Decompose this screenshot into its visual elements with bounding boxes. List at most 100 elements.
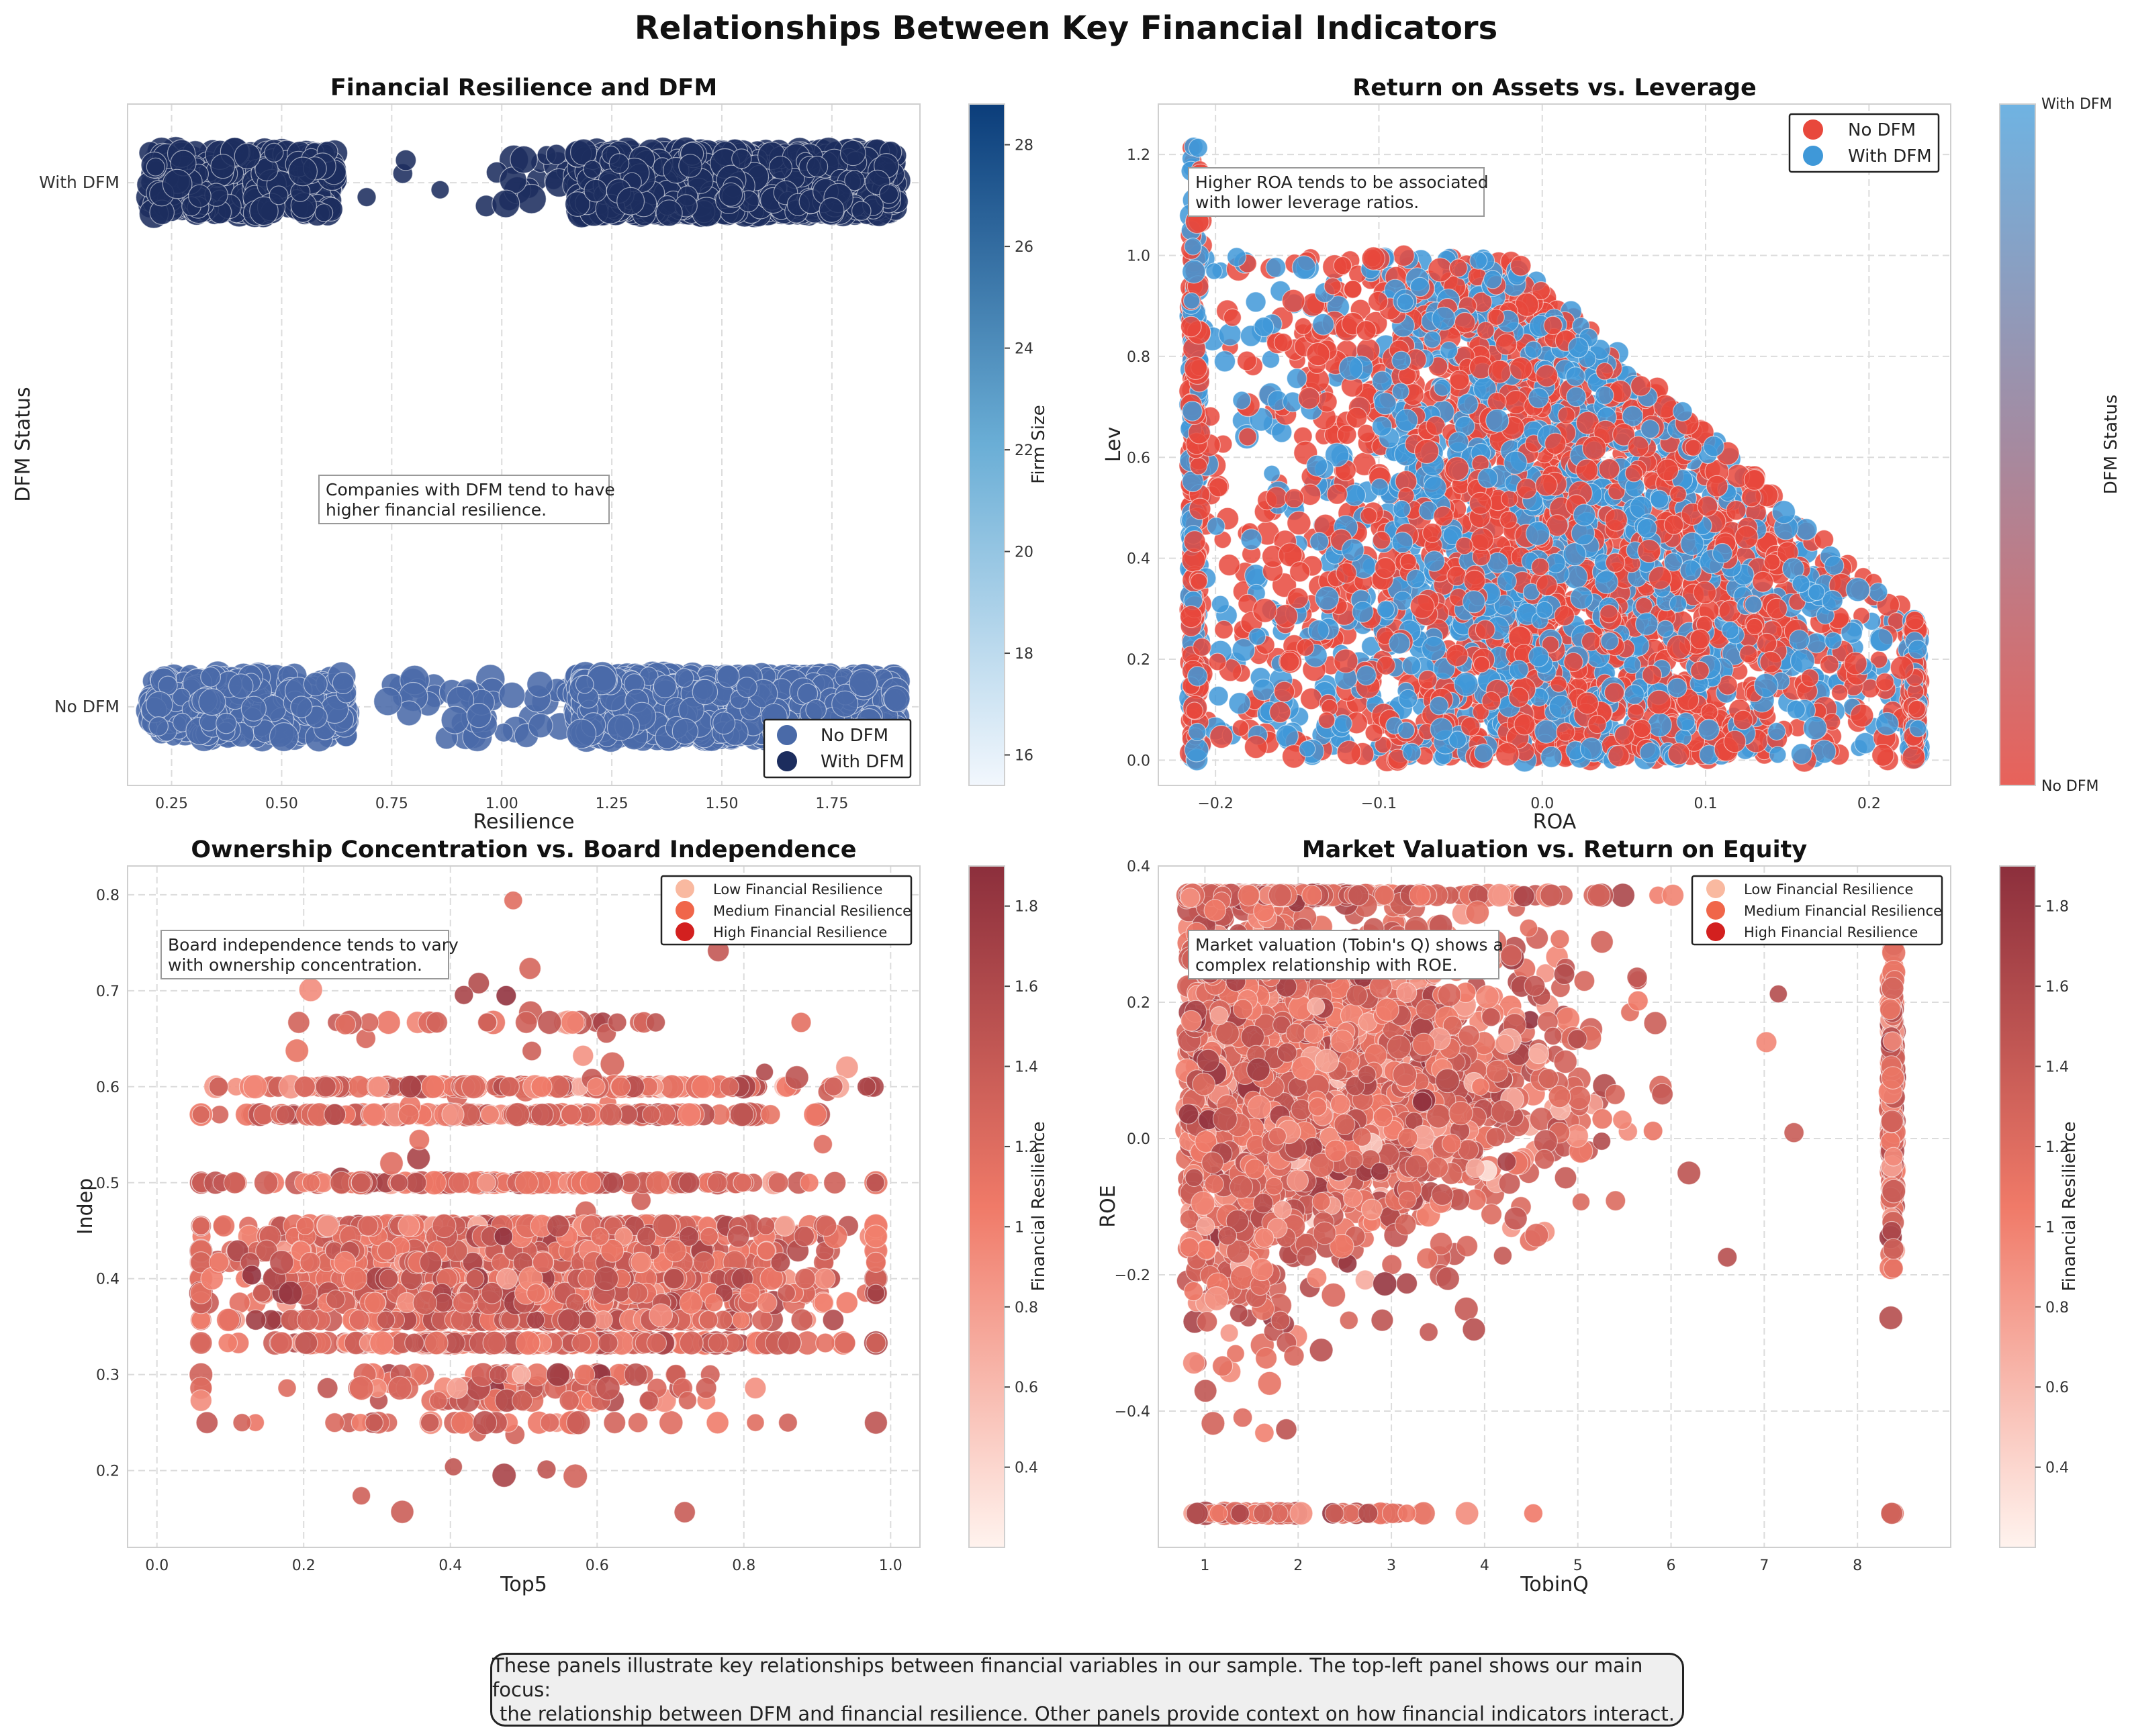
- point-with-dfm: [288, 156, 318, 187]
- legend-label-with-dfm: With DFM: [821, 752, 905, 772]
- point-no-dfm: [146, 691, 173, 718]
- point-no-dfm: [736, 676, 757, 698]
- x-tick-label: 1.25: [596, 795, 629, 812]
- annotation-line-1: Companies with DFM tend to have: [326, 480, 615, 499]
- legend: No DFM With DFM: [763, 718, 912, 779]
- plot-frame: [127, 103, 921, 786]
- y-tick-labels: No DFM With DFM: [39, 173, 120, 716]
- point-no-dfm: [674, 668, 694, 688]
- annotation-box: Companies with DFM tend to have higher f…: [318, 475, 615, 524]
- point-no-dfm: [269, 722, 299, 752]
- colorbar-tick-label: 28: [1015, 138, 1033, 154]
- point-with-dfm: [819, 197, 845, 223]
- point-no-dfm: [653, 674, 677, 699]
- point-no-dfm: [396, 700, 422, 726]
- point-with-dfm: [678, 154, 702, 178]
- colorbar-tick-label: 20: [1015, 544, 1033, 561]
- point-with-dfm: [1270, 422, 1293, 443]
- point-with-dfm: [806, 156, 829, 178]
- point-no-dfm: [528, 713, 553, 738]
- point-no-dfm: [1393, 244, 1415, 267]
- point-no-dfm: [466, 702, 492, 728]
- point-no-dfm: [526, 671, 553, 698]
- point-with-dfm: [492, 189, 520, 218]
- panel-top-left: Financial Resilience and DFM 0.25 0.50 0.7…: [11, 75, 1049, 834]
- point-no-dfm: [1218, 554, 1241, 577]
- x-tick-label: 0.75: [375, 795, 408, 812]
- scatter-points: [1178, 136, 1931, 773]
- point-with-dfm: [768, 155, 793, 180]
- point-no-dfm: [566, 718, 597, 749]
- point-no-dfm: [716, 665, 740, 688]
- point-with-dfm: [545, 144, 567, 165]
- point-no-dfm: [498, 681, 526, 709]
- point-with-dfm: [616, 187, 645, 215]
- colorbar-tick-label: 22: [1015, 442, 1033, 459]
- point-no-dfm: [606, 714, 634, 741]
- x-tick-label: 1.75: [815, 795, 848, 812]
- point-with-dfm: [583, 160, 602, 179]
- x-tick-label: 1.00: [485, 795, 518, 812]
- x-tick-label: 0.25: [155, 795, 188, 812]
- point-no-dfm: [671, 718, 699, 745]
- point-with-dfm: [188, 184, 212, 208]
- point-with-dfm: [249, 196, 279, 226]
- point-with-dfm: [851, 201, 872, 221]
- point-with-dfm: [146, 157, 165, 177]
- x-tick-label: 1.50: [706, 795, 739, 812]
- scatter-points: [135, 136, 911, 753]
- point-no-dfm: [148, 716, 169, 736]
- point-no-dfm: [692, 679, 719, 706]
- point-no-dfm: [712, 711, 736, 735]
- point-no-dfm: [200, 667, 222, 687]
- colorbar-tick-label: 26: [1015, 239, 1033, 256]
- point-with-dfm: [234, 142, 261, 170]
- figure-title: Relationships Between Key Financial Indi…: [634, 9, 1498, 47]
- point-no-dfm: [198, 688, 226, 716]
- point-with-dfm: [357, 187, 377, 207]
- point-no-dfm: [441, 706, 469, 734]
- legend-marker-no-dfm: [777, 725, 797, 745]
- point-with-dfm: [564, 191, 590, 218]
- point-with-dfm: [269, 185, 289, 205]
- panel-top-right: Return on Assets vs. Leverage −0.2 −0.1 0.…: [1102, 75, 2121, 834]
- point-with-dfm: [569, 138, 598, 166]
- point-no-dfm: [303, 672, 328, 697]
- point-with-dfm: [719, 182, 743, 207]
- point-no-dfm: [883, 685, 911, 712]
- point-with-dfm: [844, 170, 866, 191]
- point-no-dfm: [849, 668, 878, 697]
- point-with-dfm: [1213, 350, 1236, 373]
- legend-marker-with-dfm: [777, 751, 797, 771]
- point-with-dfm: [264, 142, 284, 162]
- point-with-dfm: [879, 184, 899, 204]
- legend-label-no-dfm: No DFM: [821, 726, 888, 746]
- point-no-dfm: [228, 673, 254, 699]
- point-with-dfm: [655, 199, 683, 227]
- y-tick-label: With DFM: [39, 173, 120, 192]
- colorbar-label: Firm Size: [1029, 405, 1049, 483]
- annotation-line-2: higher financial resilience.: [326, 500, 547, 520]
- point-with-dfm: [510, 145, 538, 174]
- point-no-dfm: [216, 712, 237, 734]
- point-with-dfm: [608, 153, 630, 174]
- colorbar-tick-label: 16: [1015, 748, 1033, 765]
- point-no-dfm: [373, 687, 403, 716]
- point-with-dfm: [395, 149, 417, 171]
- point-no-dfm: [332, 671, 355, 694]
- x-tick-label: 0.50: [265, 795, 298, 812]
- point-with-dfm: [584, 179, 608, 203]
- point-no-dfm: [831, 690, 859, 718]
- y-tick-label: No DFM: [54, 697, 120, 716]
- point-with-dfm: [314, 203, 334, 222]
- point-no-dfm: [805, 699, 827, 721]
- point-with-dfm: [840, 140, 866, 166]
- colorbar-gradient: [968, 103, 1005, 786]
- colorbar-tick-label: 18: [1015, 646, 1033, 663]
- point-with-dfm: [162, 168, 193, 199]
- point-no-dfm: [575, 675, 594, 694]
- point-no-dfm: [1299, 687, 1322, 710]
